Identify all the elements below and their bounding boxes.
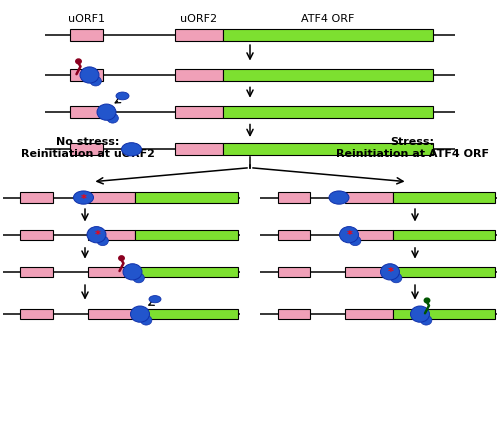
Ellipse shape [74, 191, 94, 205]
Bar [345, 267, 393, 277]
Text: *: * [94, 229, 100, 239]
Circle shape [350, 236, 361, 246]
Ellipse shape [116, 93, 129, 101]
Circle shape [140, 316, 152, 325]
Text: *: * [80, 193, 86, 203]
Text: *: * [347, 229, 353, 239]
Bar [88, 193, 135, 203]
Ellipse shape [149, 296, 161, 303]
Bar [278, 193, 310, 203]
Text: No stress:
Reinitiation at uORF2: No stress: Reinitiation at uORF2 [20, 137, 154, 158]
Circle shape [340, 227, 358, 243]
Bar [135, 309, 238, 320]
Circle shape [107, 114, 118, 124]
Bar [392, 267, 495, 277]
Bar [20, 230, 52, 240]
Bar [392, 193, 495, 203]
Circle shape [80, 68, 99, 84]
Circle shape [420, 316, 432, 325]
Circle shape [97, 105, 116, 121]
Bar [175, 30, 222, 42]
Text: *: * [388, 266, 394, 276]
Circle shape [119, 256, 124, 261]
Bar [70, 30, 102, 42]
Bar [70, 70, 102, 82]
Bar [345, 309, 393, 320]
Bar [222, 144, 432, 156]
Circle shape [76, 60, 81, 64]
Bar [392, 230, 495, 240]
Circle shape [130, 306, 150, 322]
Bar [175, 144, 222, 156]
Bar [20, 309, 52, 320]
Bar [88, 230, 135, 240]
Bar [20, 193, 52, 203]
Bar [135, 230, 238, 240]
Ellipse shape [122, 143, 142, 156]
Bar [278, 230, 310, 240]
Bar [20, 267, 52, 277]
Bar [175, 70, 222, 82]
Bar [70, 107, 102, 119]
Circle shape [123, 264, 142, 280]
Bar [135, 193, 238, 203]
Bar [345, 230, 393, 240]
Circle shape [390, 273, 402, 283]
Bar [222, 107, 432, 119]
Bar [222, 30, 432, 42]
Text: Stress:
Reinitiation at ATF4 ORF: Stress: Reinitiation at ATF4 ORF [336, 137, 489, 158]
Circle shape [133, 273, 144, 283]
Circle shape [410, 306, 430, 322]
Circle shape [90, 77, 102, 87]
Bar [278, 309, 310, 320]
Text: ATF4 ORF: ATF4 ORF [301, 14, 354, 24]
Bar [392, 309, 495, 320]
Text: uORF2: uORF2 [180, 14, 218, 24]
Bar [70, 144, 102, 156]
Circle shape [97, 236, 108, 246]
Bar [222, 70, 432, 82]
Bar [135, 267, 238, 277]
Ellipse shape [329, 191, 349, 205]
Bar [345, 193, 393, 203]
Bar [88, 309, 135, 320]
Text: uORF1: uORF1 [68, 14, 105, 24]
Bar [175, 107, 222, 119]
Circle shape [380, 264, 400, 280]
Bar [88, 267, 135, 277]
Circle shape [87, 227, 106, 243]
Circle shape [424, 298, 430, 303]
Bar [278, 267, 310, 277]
